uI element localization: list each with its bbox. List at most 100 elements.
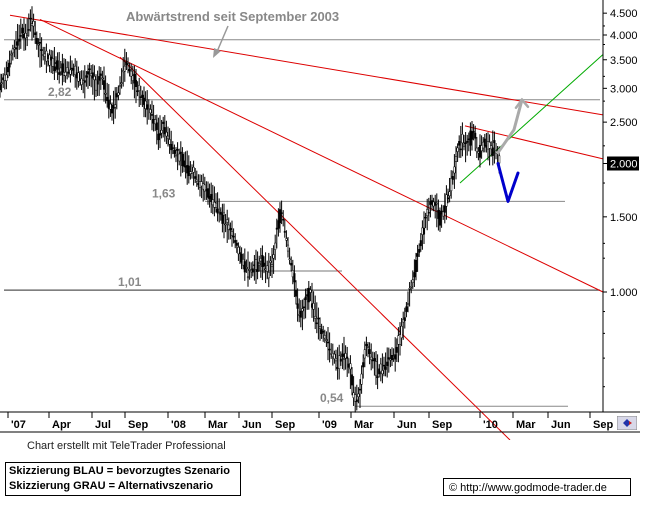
- bar-body: [304, 296, 307, 300]
- red-trendline-2: [119, 56, 511, 440]
- price-bar: [69, 55, 72, 83]
- bar-body: [176, 149, 179, 151]
- price-bar: [270, 247, 274, 278]
- bar-body: [77, 72, 80, 82]
- price-bar: [14, 31, 18, 60]
- bar-body: [341, 353, 344, 357]
- legend-blue-text: Skizzierung BLAU = bevorzugtes Szenario: [9, 465, 230, 477]
- price-bar: [64, 58, 67, 83]
- bar-body: [118, 84, 122, 87]
- bar-body: [163, 127, 166, 135]
- bar-body: [413, 272, 416, 278]
- price-bar: [256, 251, 259, 280]
- bar-body: [376, 376, 379, 378]
- price-bar: [294, 280, 298, 305]
- bar-body: [99, 73, 102, 76]
- price-bar: [373, 352, 376, 376]
- price-bar: [418, 243, 421, 257]
- price-bar: [229, 222, 232, 240]
- bar-body: [280, 212, 283, 214]
- bar-body: [58, 72, 61, 75]
- price-bar: [6, 59, 10, 79]
- bar-body: [93, 76, 96, 80]
- price-bar: [38, 32, 42, 68]
- bar-body: [221, 213, 224, 224]
- bar-body: [40, 49, 43, 51]
- source-link[interactable]: © http://www.godmode-trader.de: [443, 478, 631, 496]
- price-bar: [280, 200, 283, 225]
- copyright-symbol: ©: [449, 482, 458, 494]
- bar-body: [301, 308, 304, 312]
- price-bar: [238, 245, 242, 265]
- legend-grey-text: Skizzierung GRAU = Alternativszenario: [9, 480, 214, 492]
- price-bar: [275, 218, 278, 249]
- bar-body: [157, 133, 160, 141]
- price-bar: [456, 143, 459, 162]
- price-bar: [126, 57, 130, 74]
- bar-body: [387, 357, 390, 360]
- x-tick-label-10: Jun: [397, 419, 417, 431]
- bar-body: [168, 139, 171, 145]
- bar-body: [110, 108, 114, 114]
- price-bar: [232, 228, 235, 244]
- price-bar: [210, 182, 213, 213]
- bar-body: [91, 72, 94, 79]
- title-arrow-head: [213, 48, 221, 58]
- price-bar: [282, 210, 285, 227]
- price-bar: [179, 141, 182, 177]
- price-bar: [237, 242, 240, 261]
- price-bar: [154, 114, 157, 132]
- price-bar: [173, 144, 176, 158]
- price-bar: [11, 44, 14, 61]
- price-bar: [384, 352, 387, 377]
- price-bar: [368, 342, 371, 365]
- bar-body: [435, 202, 438, 205]
- bar-body: [179, 151, 182, 154]
- bar-body: [488, 141, 491, 149]
- bar-body: [224, 223, 227, 226]
- bar-body: [178, 153, 181, 162]
- price-bar: [58, 52, 61, 84]
- y-tick-label-6: 1.500: [610, 212, 638, 224]
- bar-body: [498, 155, 501, 164]
- level-label-3: 1,01: [118, 275, 142, 289]
- price-bar: [278, 202, 282, 233]
- price-bar: [363, 341, 366, 368]
- bar-body: [277, 220, 280, 229]
- x-tick-label-9: Mar: [354, 419, 374, 431]
- bar-body: [373, 358, 376, 362]
- bar-body: [187, 165, 190, 177]
- bar-body: [370, 356, 373, 360]
- bar-body: [194, 176, 197, 179]
- price-bar: [102, 66, 106, 102]
- bar-body: [64, 71, 67, 76]
- bar-body: [85, 75, 88, 78]
- bar-body: [16, 41, 19, 46]
- bar-body: [483, 138, 486, 147]
- price-bar: [318, 317, 322, 341]
- price-bar: [157, 117, 160, 150]
- price-bar: [51, 50, 54, 74]
- chart-nav-diamond-icon[interactable]: [617, 416, 637, 430]
- price-bar: [194, 168, 197, 184]
- price-bar: [18, 24, 21, 50]
- price-bar: [195, 170, 198, 187]
- bar-body: [326, 341, 330, 344]
- bar-body: [443, 205, 446, 213]
- price-bar: [493, 131, 496, 164]
- price-bar: [406, 291, 410, 313]
- bar-body: [235, 242, 238, 246]
- bar-body: [475, 147, 478, 152]
- price-bar: [277, 208, 280, 237]
- bar-body: [154, 119, 157, 125]
- bar-body: [66, 67, 69, 73]
- price-bar: [464, 132, 467, 163]
- bar-body: [456, 147, 459, 152]
- bar-body: [86, 71, 90, 75]
- bar-body: [302, 306, 306, 309]
- price-bar: [222, 203, 226, 239]
- price-bar: [246, 251, 250, 287]
- bar-body: [381, 370, 384, 375]
- price-bar: [120, 68, 123, 89]
- bar-body: [384, 366, 387, 370]
